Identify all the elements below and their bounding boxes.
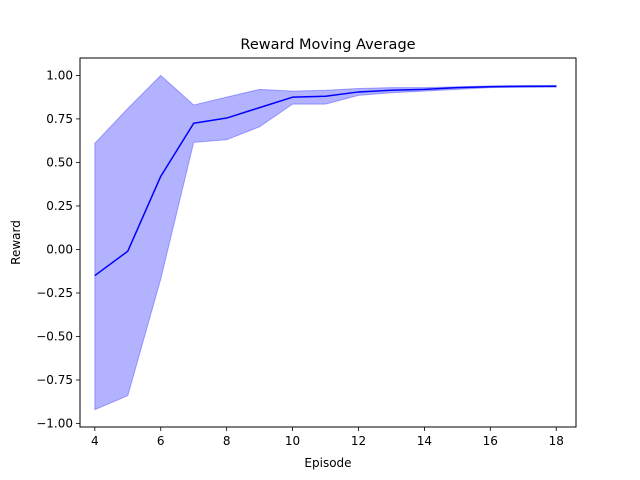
y-tick-label: −1.00 bbox=[36, 417, 73, 431]
x-tick-label: 12 bbox=[351, 434, 366, 448]
x-tick-label: 6 bbox=[157, 434, 165, 448]
x-tick-label: 14 bbox=[417, 434, 432, 448]
x-tick-label: 4 bbox=[91, 434, 99, 448]
y-tick-label: 0.75 bbox=[46, 112, 73, 126]
y-tick-label: 1.00 bbox=[46, 68, 73, 82]
mean-line-layer bbox=[94, 85, 557, 277]
y-tick-label: 0.25 bbox=[46, 199, 73, 213]
x-tick-label: 10 bbox=[285, 434, 300, 448]
x-tick-label: 16 bbox=[483, 434, 498, 448]
x-tick-label: 18 bbox=[549, 434, 564, 448]
x-axis-label: Episode bbox=[304, 456, 351, 470]
y-tick-label: 0.00 bbox=[46, 242, 73, 256]
confidence-band bbox=[94, 74, 557, 411]
plot-area-frame bbox=[79, 57, 577, 428]
y-tick-label: −0.50 bbox=[36, 329, 73, 343]
y-tick-label: −0.75 bbox=[36, 373, 73, 387]
mean-reward-line bbox=[94, 85, 557, 277]
x-axis: 4 6 8 10 12 14 16 18 bbox=[91, 427, 564, 448]
chart-title: Reward Moving Average bbox=[240, 37, 415, 53]
x-tick-label: 8 bbox=[223, 434, 231, 448]
y-axis: −1.00 −0.75 −0.50 −0.25 0.00 0.25 0.50 0.75 1.00 bbox=[36, 68, 80, 431]
y-tick-label: −0.25 bbox=[36, 286, 73, 300]
confidence-band-layer bbox=[94, 74, 557, 411]
y-tick-label: 0.50 bbox=[46, 155, 73, 169]
y-axis-label: Reward bbox=[9, 220, 23, 265]
